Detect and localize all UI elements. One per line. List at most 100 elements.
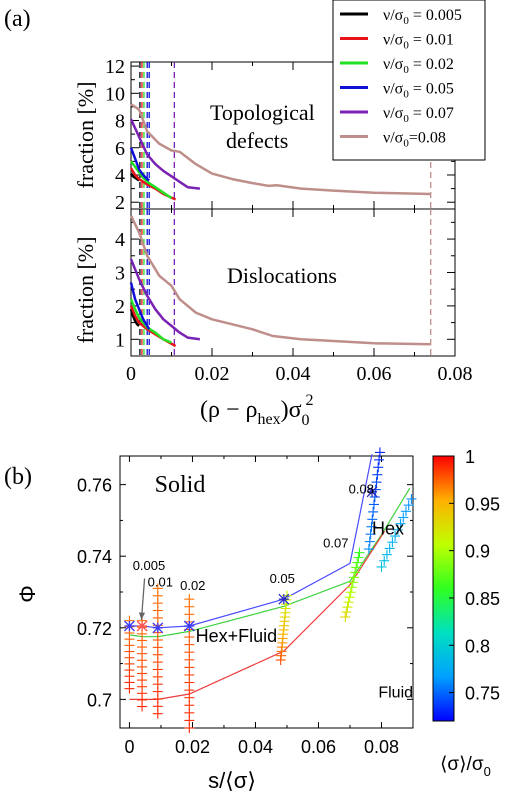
panel-a-label: (a)	[4, 6, 31, 32]
plus-marker	[365, 529, 376, 540]
y-tick-label: 2	[115, 296, 125, 318]
plus-marker	[354, 547, 365, 558]
panel-a-xlabel-sub: hex	[257, 411, 280, 428]
y-tick-label: 0.74	[77, 547, 112, 567]
y-tick-label: 8	[115, 111, 125, 133]
concentration-label: 0.05	[270, 571, 295, 586]
plus-marker	[341, 607, 352, 618]
x-tick-label: 0.04	[238, 737, 273, 757]
region-label: Hex+Fluid	[196, 626, 278, 646]
top-ylabel: fraction [%]	[73, 82, 98, 189]
dislocations-subplot: 1 2 3 4 Dislocations fraction [%]	[73, 208, 456, 357]
plus-marker	[366, 521, 377, 532]
plus-marker	[344, 592, 355, 603]
y-tick-label: 0.7	[87, 690, 112, 710]
plus-marker	[379, 555, 390, 566]
plus-marker	[350, 567, 361, 578]
series-line	[130, 160, 173, 200]
panel-b-label: (b)	[4, 464, 32, 490]
concentration-label: 0.07	[323, 535, 348, 550]
plus-marker	[373, 462, 384, 473]
plus-marker	[352, 557, 363, 568]
plus-marker	[374, 454, 385, 465]
plus-marker	[343, 597, 354, 608]
legend-box	[332, 0, 486, 161]
plus-marker	[400, 506, 411, 517]
colorbar-tick-label: 0.95	[465, 494, 500, 514]
panel-a-xlabel-sub2: 0	[302, 412, 310, 429]
top-series	[129, 62, 432, 209]
star-marker	[366, 486, 378, 498]
plus-marker	[374, 447, 385, 458]
plus-marker	[340, 612, 351, 623]
y-tick-label: 4	[115, 229, 125, 251]
colorbar-tick-label: 0.85	[465, 589, 500, 609]
x-tick-label: 0.08	[364, 737, 399, 757]
plus-marker	[392, 524, 403, 535]
top-y-ticks: 2 4 6 8 10 12	[105, 56, 456, 214]
colorbar-label-sub: 0	[484, 764, 491, 779]
plus-marker	[376, 561, 387, 572]
plus-marker	[367, 514, 378, 525]
plus-marker	[372, 469, 383, 480]
x-tick-label: 0	[124, 737, 134, 757]
panel-b-xlabel: s/⟨σ⟩	[208, 768, 256, 793]
plus-marker	[345, 587, 356, 598]
y-tick-label: 12	[105, 56, 125, 78]
y-tick-label: 2	[115, 192, 125, 214]
star-marker	[278, 593, 290, 605]
concentration-label: 0.005	[133, 558, 166, 573]
x-tick-label: 0.08	[438, 363, 473, 385]
x-tick-label: 0.02	[175, 737, 210, 757]
y-tick-label: 1	[115, 329, 125, 351]
pointer-arrow-head	[138, 612, 146, 620]
topological-annotation-line1: Topological	[210, 100, 315, 125]
series-line	[129, 258, 201, 341]
panel-a-legend: ν/σ0 = 0.005 ν/σ0 = 0.01 ν/σ0 = 0.02 ν/σ0 =…	[332, 0, 486, 161]
colorbar-tick-label: 0.8	[465, 636, 490, 656]
region-label: Solid	[155, 472, 206, 498]
topological-annotation: Topological defects	[210, 100, 320, 153]
plus-marker	[371, 477, 382, 488]
bottom-series	[129, 209, 432, 356]
panel-b: (b) 0 0.02 0.04 0.06 0.08 0.7 0.72 0.74 0.76 Sol…	[4, 447, 500, 793]
x-tick-label: 0.04	[276, 363, 311, 385]
panel-a-xlabel: (ρ − ρhex)σ0 2	[200, 392, 314, 429]
legend-entry: ν/σ0 = 0.07	[383, 105, 454, 125]
series-line	[129, 215, 431, 346]
legend-entry: ν/σ0 = 0.05	[383, 81, 454, 101]
plus-marker	[368, 506, 379, 517]
colorbar-tick-label: 0.9	[465, 542, 490, 562]
legend-entry: ν/σ0 = 0.01	[383, 32, 454, 52]
plus-marker	[347, 577, 358, 588]
y-tick-label: 10	[105, 83, 125, 105]
series-line	[129, 167, 177, 201]
region-label: Hex	[372, 519, 404, 539]
plus-marker	[406, 493, 417, 504]
series-line	[129, 118, 201, 190]
star-marker	[123, 620, 135, 632]
colorbar-label: ⟨σ⟩/σ0	[440, 754, 491, 779]
plus-marker	[387, 537, 398, 548]
series-line	[130, 103, 431, 196]
star-marker	[136, 620, 148, 632]
colorbar-tick-label: 0.75	[465, 684, 500, 704]
y-tick-label: 0.76	[77, 476, 112, 496]
plus-marker	[342, 602, 353, 613]
data-points	[123, 447, 417, 733]
star-marker	[183, 620, 195, 632]
plus-marker	[184, 594, 195, 605]
series-line	[129, 298, 172, 344]
dislocations-annotation: Dislocations	[227, 263, 337, 288]
y-tick-label: 3	[115, 262, 125, 284]
plus-marker	[346, 582, 357, 593]
concentration-label: 0.01	[148, 575, 173, 590]
series-line	[129, 308, 140, 327]
plus-marker	[152, 583, 163, 594]
colorbar-label-main: ⟨σ⟩/σ	[440, 754, 484, 775]
legend-entry: ν/σ0 = 0.02	[383, 56, 454, 76]
x-tick-label: 0.02	[195, 363, 230, 385]
topological-annotation-line2: defects	[226, 128, 288, 153]
